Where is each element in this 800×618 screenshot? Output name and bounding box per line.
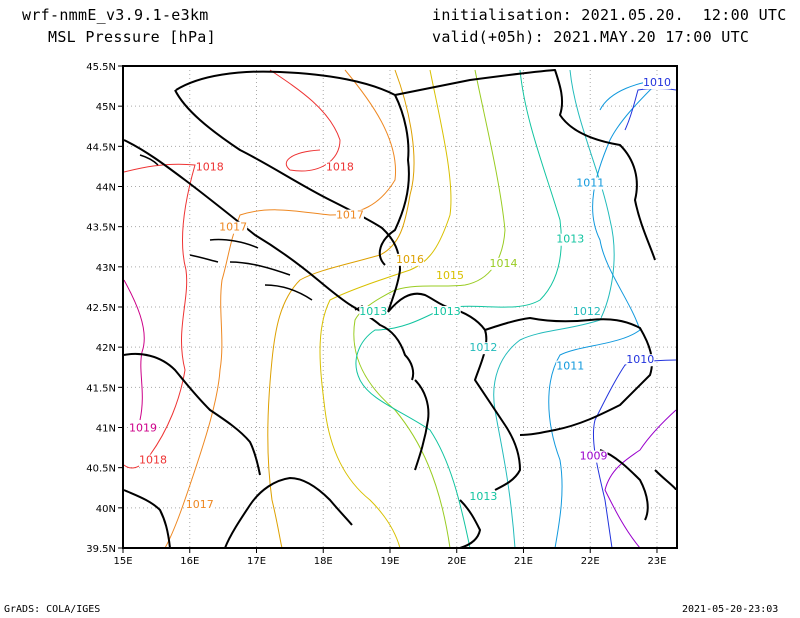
contour-label: 1011 [576, 177, 604, 190]
y-tick-label: 40N [96, 504, 116, 515]
contour-label-bg [396, 253, 425, 266]
isobar-1015 [319, 69, 452, 549]
y-tick-label: 41.5N [86, 383, 116, 394]
x-tick-label: 19E [380, 556, 399, 567]
y-tick-label: 41N [96, 424, 116, 435]
contour-label: 1011 [556, 360, 584, 373]
contour-label-bg [129, 422, 158, 435]
y-tick-label: 42N [96, 343, 116, 354]
y-tick-label: 43N [96, 263, 116, 274]
contour-label-bg [139, 454, 168, 467]
contour-label-bg [436, 269, 465, 282]
contour-label-bg [219, 221, 248, 234]
contour-labels: 1010 1011 1013 1014 1015 1016 1017 1018 1018 1017… [129, 76, 671, 511]
contour-label-bg [469, 342, 498, 355]
grads-credit: GrADS: COLA/IGES [4, 604, 101, 615]
italy-heel [123, 352, 261, 476]
contour-label: 1018 [326, 160, 354, 173]
isobar-1013 [355, 69, 562, 549]
x-tick-label: 20E [447, 556, 466, 567]
isobar-1017 [164, 69, 397, 549]
contour-label-bg [579, 450, 608, 463]
y-tick-label: 43.5N [86, 223, 116, 234]
axis-ticks: 15E 16E 17E 18E 19E 20E 21E 22E 23E 45.5N 45N 44.5N… [86, 62, 666, 567]
contour-label: 1015 [436, 269, 464, 282]
x-tick-label: 22E [581, 556, 600, 567]
contour-label-bg [335, 209, 364, 222]
contour-label-bg [469, 490, 498, 503]
x-tick-label: 23E [647, 556, 666, 567]
contour-label-bg [576, 177, 605, 190]
contour-label: 1013 [556, 233, 584, 246]
y-tick-label: 45.5N [86, 62, 116, 73]
model-name: wrf-nmmE_v3.9.1-e3km [22, 6, 209, 24]
contour-label: 1013 [359, 305, 387, 318]
contour-label-bg [195, 161, 224, 174]
contour-label: 1016 [396, 253, 424, 266]
greece-coast [459, 499, 481, 549]
contour-label-bg [432, 306, 461, 319]
albania-coast [414, 379, 430, 471]
isobar-1009 [604, 409, 677, 549]
contour-label: 1013 [433, 305, 461, 318]
contour-label: 1019 [129, 422, 157, 435]
contour-label-bg [185, 498, 214, 511]
contour-label: 1012 [469, 341, 497, 354]
contour-label: 1010 [626, 353, 654, 366]
y-tick-label: 40.5N [86, 464, 116, 475]
render-timestamp: 2021-05-20-23:03 [682, 604, 779, 615]
croatia-bosnia-border [174, 89, 401, 313]
contour-label: 1013 [469, 490, 497, 503]
initialisation-time: initialisation: 2021.05.20. 12:00 UTC [432, 6, 787, 24]
y-tick-label: 45N [96, 102, 116, 113]
contour-label-bg [359, 306, 388, 319]
y-tick-label: 44N [96, 183, 116, 194]
contour-label: 1009 [580, 450, 608, 463]
x-tick-label: 17E [247, 556, 266, 567]
x-tick-label: 16E [180, 556, 199, 567]
coastlines-borders [123, 69, 677, 549]
contour-label: 1018 [196, 160, 224, 173]
x-tick-label: 15E [113, 556, 132, 567]
contour-label: 1010 [643, 76, 671, 89]
contour-label: 1017 [336, 209, 364, 222]
contour-label: 1018 [139, 454, 167, 467]
isobar-1011 [548, 79, 662, 549]
italy-coast [123, 489, 171, 549]
field-title: MSL Pressure [hPa] [48, 28, 216, 46]
contour-label-bg [556, 360, 585, 373]
contour-label-bg [642, 77, 671, 90]
contour-label: 1014 [489, 257, 517, 270]
isobar-1018-north [269, 69, 341, 172]
valid-time: valid(+05h): 2021.MAY.20 17:00 UTC [432, 28, 750, 46]
isobar-1019 [123, 279, 145, 421]
montenegro-albania-border [387, 292, 521, 491]
serbia-border [394, 69, 656, 261]
isobar-1016 [267, 69, 415, 549]
dalmatian-islands [139, 154, 377, 317]
y-tick-label: 42.5N [86, 303, 116, 314]
contour-label: 1017 [186, 498, 214, 511]
north-macedonia-border [484, 317, 653, 436]
contour-label: 1017 [219, 221, 247, 234]
contour-label-bg [556, 233, 585, 246]
y-tick-label: 44.5N [86, 142, 116, 153]
north-boundary [175, 70, 410, 266]
contour-label-bg [325, 161, 354, 174]
greece-islands [599, 449, 677, 521]
contour-label-bg [626, 354, 655, 367]
balkan-coastline [123, 139, 415, 381]
italy-arch [224, 477, 353, 549]
x-tick-label: 18E [314, 556, 333, 567]
y-tick-label: 39.5N [86, 544, 116, 555]
contour-label: 1012 [573, 305, 601, 318]
contour-label-bg [489, 257, 518, 270]
x-tick-label: 21E [514, 556, 533, 567]
contour-label-bg [572, 306, 601, 319]
map-frame [122, 65, 678, 549]
